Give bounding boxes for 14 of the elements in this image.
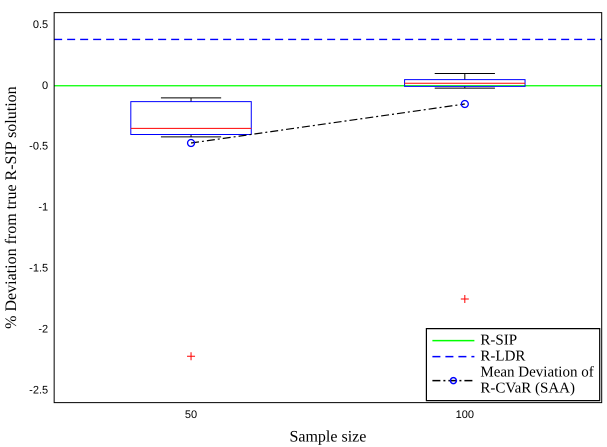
y-tick-label: 0.5 bbox=[32, 18, 48, 31]
legend-label: Mean Deviation of R-CVaR (SAA) bbox=[480, 364, 594, 397]
y-tick-label: -1.5 bbox=[29, 262, 48, 275]
y-tick-label: -2 bbox=[38, 324, 48, 336]
y-axis-title: % Deviation from true R-SIP solution bbox=[2, 86, 20, 329]
x-tick-label: 100 bbox=[456, 409, 474, 422]
y-tick-label: -2.5 bbox=[29, 384, 48, 396]
y-tick-label: -1 bbox=[38, 202, 48, 214]
x-tick-label: 50 bbox=[184, 409, 198, 422]
x-axis-title: Sample size bbox=[289, 428, 366, 446]
y-tick-label: -0.5 bbox=[29, 140, 48, 153]
legend-label: R-LDR bbox=[480, 348, 526, 365]
legend-label: R-SIP bbox=[480, 332, 518, 349]
y-tick-label: 0 bbox=[42, 80, 48, 92]
